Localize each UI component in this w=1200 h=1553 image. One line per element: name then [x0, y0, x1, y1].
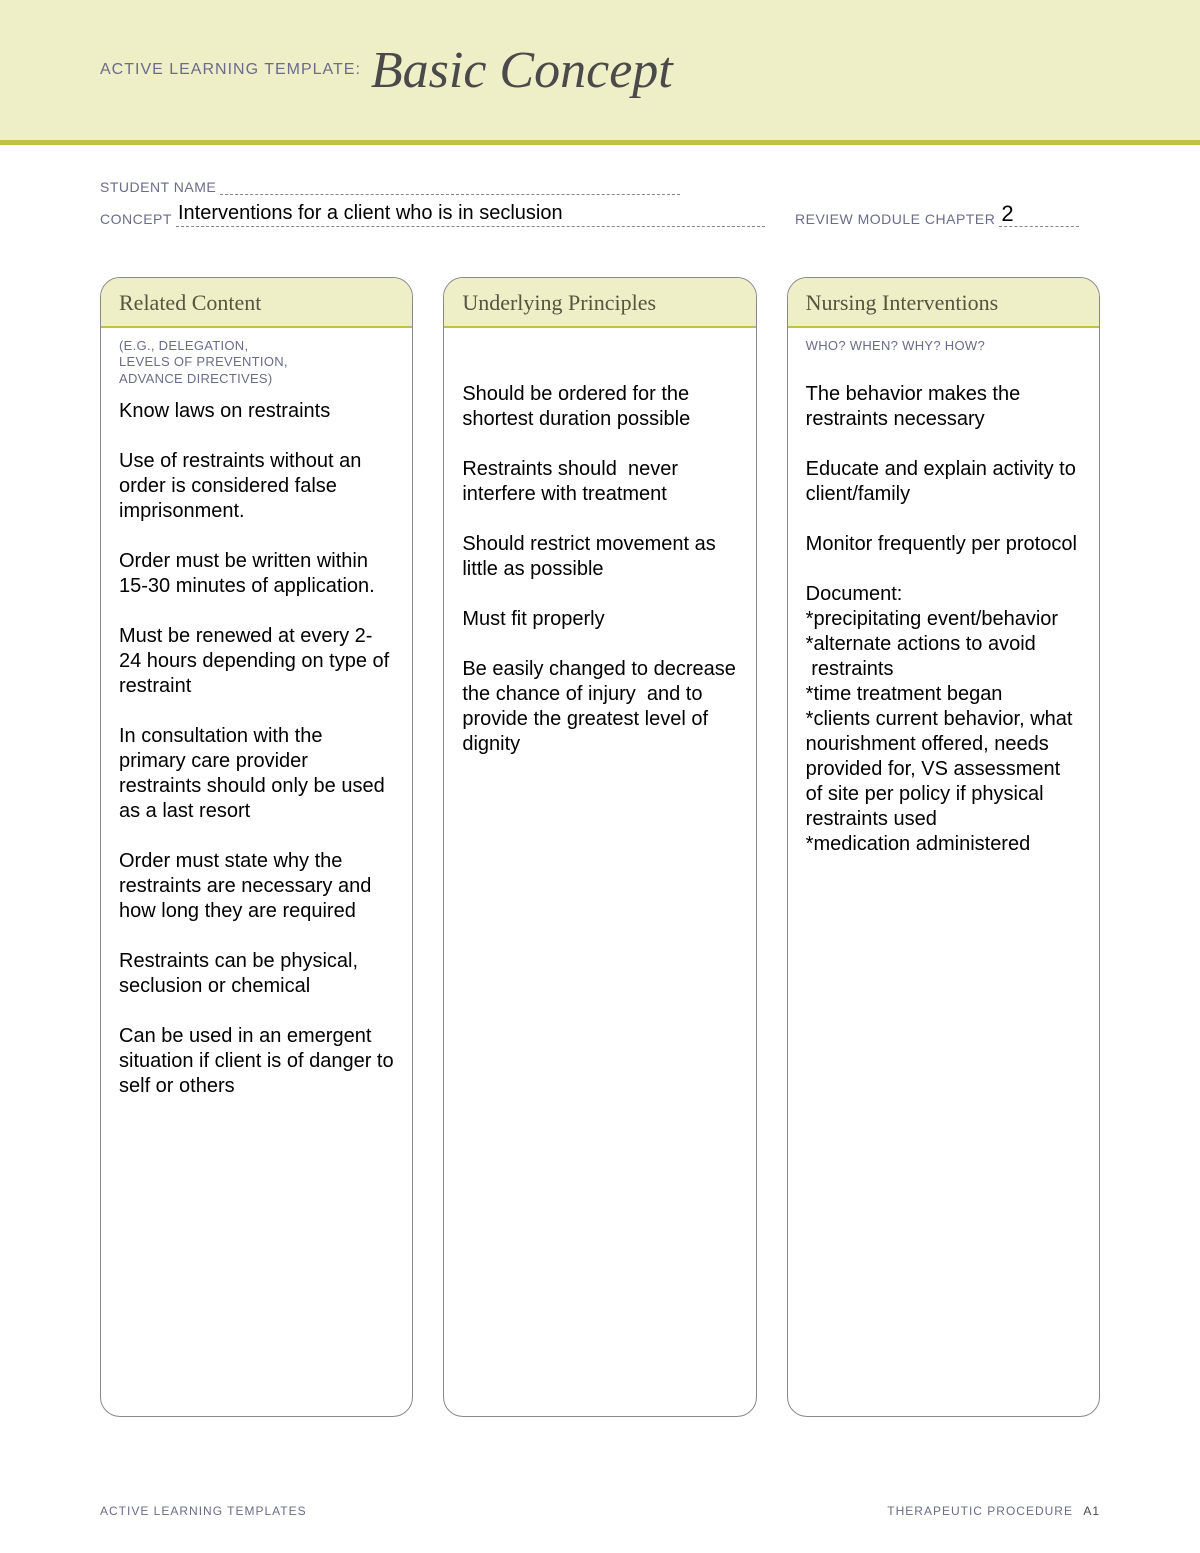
- footer-left: ACTIVE LEARNING TEMPLATES: [100, 1504, 307, 1518]
- header-band: ACTIVE LEARNING TEMPLATE: Basic Concept: [0, 0, 1200, 145]
- header-title: Basic Concept: [371, 41, 673, 100]
- column-body: Should be ordered for the shortest durat…: [444, 376, 755, 775]
- column-subtitle: WHO? WHEN? WHY? HOW?: [788, 328, 1099, 376]
- column-body: Know laws on restraints Use of restraint…: [101, 393, 412, 1117]
- student-name-label: STUDENT NAME: [100, 179, 216, 195]
- column-subtitle: [444, 328, 755, 376]
- column-related-content: Related Content (E.G., DELEGATION, LEVEL…: [100, 277, 413, 1417]
- concept-value: Interventions for a client who is in sec…: [178, 202, 563, 225]
- header-label: ACTIVE LEARNING TEMPLATE:: [100, 61, 361, 79]
- footer-right-label: THERAPEUTIC PROCEDURE: [887, 1504, 1073, 1518]
- column-underlying-principles: Underlying Principles Should be ordered …: [443, 277, 756, 1417]
- column-header: Nursing Interventions: [788, 278, 1099, 328]
- column-subtitle: (E.G., DELEGATION, LEVELS OF PREVENTION,…: [101, 328, 412, 393]
- student-name-row: STUDENT NAME: [100, 175, 1100, 195]
- column-header: Related Content: [101, 278, 412, 328]
- meta-section: STUDENT NAME CONCEPT Interventions for a…: [0, 145, 1200, 227]
- student-name-line: [220, 175, 680, 195]
- concept-line: Interventions for a client who is in sec…: [176, 207, 765, 227]
- column-header: Underlying Principles: [444, 278, 755, 328]
- column-title: Underlying Principles: [462, 290, 737, 316]
- concept-label: CONCEPT: [100, 211, 172, 227]
- columns-container: Related Content (E.G., DELEGATION, LEVEL…: [0, 227, 1200, 1417]
- column-title: Related Content: [119, 290, 394, 316]
- column-title: Nursing Interventions: [806, 290, 1081, 316]
- chapter-group: REVIEW MODULE CHAPTER 2: [795, 207, 1100, 227]
- footer-page: A1: [1083, 1504, 1100, 1518]
- chapter-line: 2: [999, 207, 1079, 227]
- column-body: The behavior makes the restraints necess…: [788, 376, 1099, 875]
- chapter-value: 2: [1001, 201, 1013, 227]
- chapter-label: REVIEW MODULE CHAPTER: [795, 211, 995, 227]
- concept-chapter-row: CONCEPT Interventions for a client who i…: [100, 207, 1100, 227]
- footer-right: THERAPEUTIC PROCEDURE A1: [887, 1504, 1100, 1518]
- footer: ACTIVE LEARNING TEMPLATES THERAPEUTIC PR…: [0, 1504, 1200, 1518]
- column-nursing-interventions: Nursing Interventions WHO? WHEN? WHY? HO…: [787, 277, 1100, 1417]
- concept-group: CONCEPT Interventions for a client who i…: [100, 207, 765, 227]
